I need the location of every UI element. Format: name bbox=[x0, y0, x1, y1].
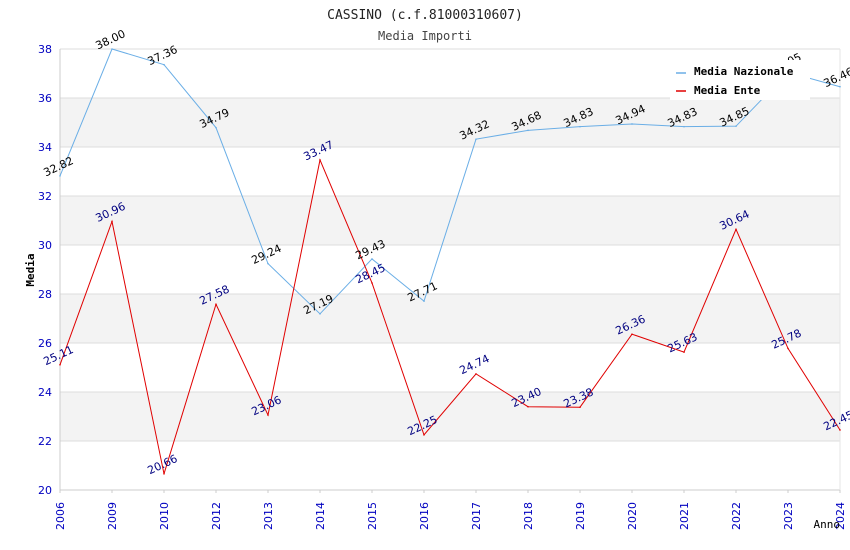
data-point-media-nazionale bbox=[319, 313, 321, 315]
data-point-media-ente bbox=[735, 228, 737, 231]
y-tick-label: 28 bbox=[38, 288, 52, 301]
data-point-media-nazionale bbox=[267, 262, 269, 265]
legend-box bbox=[670, 60, 810, 100]
data-point-media-ente bbox=[111, 220, 113, 223]
data-point-media-ente bbox=[267, 414, 269, 416]
x-tick-label: 2021 bbox=[678, 502, 691, 530]
data-point-media-nazionale bbox=[371, 258, 373, 260]
x-tick-labels: 2006 2009 2010 2012 2013 2014 2015 2016 2017 2018… bbox=[54, 502, 847, 530]
y-tick-label: 36 bbox=[38, 92, 52, 105]
data-label-media-ente: 24.74 bbox=[457, 352, 491, 377]
axes bbox=[59, 49, 841, 493]
data-point-media-ente bbox=[631, 333, 633, 335]
series-lines bbox=[59, 48, 841, 475]
data-point-media-nazionale bbox=[735, 125, 737, 127]
x-tick-label: 2014 bbox=[314, 502, 327, 530]
chart-title: CASSINO (c.f.81000310607) bbox=[327, 8, 523, 23]
data-label-media-nazionale: 36.46 bbox=[821, 65, 850, 90]
x-tick-label: 2020 bbox=[626, 502, 639, 530]
legend-label-media-ente: Media Ente bbox=[694, 84, 761, 97]
x-tick-label: 2009 bbox=[106, 502, 119, 530]
series-line-media-nazionale bbox=[59, 48, 841, 315]
data-point-media-nazionale bbox=[579, 125, 581, 128]
x-tick-label: 2016 bbox=[418, 502, 431, 530]
series-line-media-ente bbox=[59, 158, 841, 474]
x-tick-label: 2006 bbox=[54, 502, 67, 530]
y-tick-label: 38 bbox=[38, 43, 52, 56]
x-tick-label: 2019 bbox=[574, 502, 587, 530]
data-point-media-ente bbox=[319, 159, 321, 161]
data-point-media-nazionale bbox=[683, 125, 685, 128]
data-point-media-nazionale bbox=[527, 129, 529, 132]
y-axis-label: Media bbox=[24, 253, 37, 286]
data-point-media-ente bbox=[163, 473, 165, 475]
data-point-media-nazionale bbox=[215, 126, 217, 129]
data-point-media-ente bbox=[527, 405, 529, 408]
plot-bands bbox=[60, 98, 840, 441]
plot-band bbox=[60, 98, 840, 147]
chart-subtitle: Media Importi bbox=[378, 29, 472, 43]
y-tick-label: 20 bbox=[38, 484, 52, 497]
y-tick-label: 22 bbox=[38, 435, 52, 448]
y-tick-label: 26 bbox=[38, 337, 52, 350]
data-point-media-nazionale bbox=[59, 175, 61, 177]
y-tick-label: 24 bbox=[38, 386, 52, 399]
gridlines bbox=[60, 48, 840, 491]
x-tick-label: 2012 bbox=[210, 502, 223, 530]
data-point-media-nazionale bbox=[839, 85, 841, 88]
legend: Media Nazionale Media Ente bbox=[670, 60, 810, 100]
data-point-media-nazionale bbox=[163, 63, 165, 66]
data-point-media-nazionale bbox=[111, 48, 113, 50]
x-tick-label: 2023 bbox=[782, 502, 795, 530]
data-label-media-nazionale: 29.24 bbox=[249, 242, 283, 267]
data-point-media-ente bbox=[215, 303, 217, 306]
data-point-media-nazionale bbox=[475, 138, 477, 140]
data-label-media-nazionale: 32.82 bbox=[41, 154, 75, 179]
data-label-media-ente: 20.66 bbox=[145, 452, 179, 477]
data-point-media-ente bbox=[475, 373, 477, 375]
data-label-media-ente: 28.45 bbox=[353, 261, 387, 286]
plot-band bbox=[60, 294, 840, 343]
x-tick-label: 2022 bbox=[730, 502, 743, 530]
legend-label-media-nazionale: Media Nazionale bbox=[694, 65, 794, 78]
x-tick-label: 2013 bbox=[262, 502, 275, 530]
data-point-media-ente bbox=[839, 429, 841, 431]
plot-band bbox=[60, 392, 840, 441]
x-tick-label: 2015 bbox=[366, 502, 379, 530]
data-point-media-ente bbox=[371, 282, 373, 284]
data-point-media-ente bbox=[59, 364, 61, 366]
data-point-media-ente bbox=[683, 351, 685, 353]
y-tick-label: 30 bbox=[38, 239, 52, 252]
y-tick-label: 32 bbox=[38, 190, 52, 203]
data-point-media-nazionale bbox=[423, 300, 425, 302]
data-point-media-ente bbox=[579, 406, 581, 408]
data-point-media-nazionale bbox=[631, 123, 633, 125]
x-tick-label: 2010 bbox=[158, 502, 171, 530]
x-axis-label: Anno bbox=[814, 518, 841, 531]
x-tick-label: 2018 bbox=[522, 502, 535, 530]
data-point-media-ente bbox=[423, 434, 425, 436]
x-tick-label: 2024 bbox=[834, 502, 847, 530]
x-tick-label: 2017 bbox=[470, 502, 483, 530]
data-point-media-ente bbox=[787, 347, 789, 350]
y-tick-label: 34 bbox=[38, 141, 52, 154]
y-tick-labels: 20 22 24 26 28 30 32 34 36 38 bbox=[38, 43, 52, 497]
